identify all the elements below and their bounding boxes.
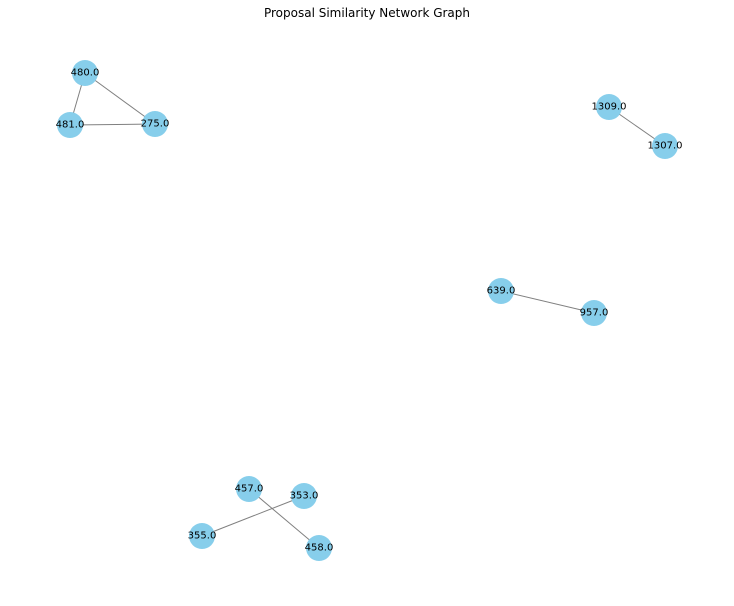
node-353.0: 353.0 [290,483,319,509]
edge-639.0-957.0 [500,290,595,314]
node-480.0: 480.0 [71,60,100,86]
node-circle [236,476,262,502]
node-label: 458.0 [305,543,334,554]
node-label: 480.0 [71,68,100,79]
edge-481.0-275.0 [69,123,156,126]
node-circle [652,133,678,159]
node-circle [57,112,83,138]
node-circle [189,523,215,549]
node-label: 957.0 [580,308,609,319]
node-481.0: 481.0 [56,112,85,138]
node-275.0: 275.0 [141,111,170,137]
node-label: 1309.0 [592,102,627,113]
graph-title: Proposal Similarity Network Graph [263,6,471,20]
node-label: 1307.0 [648,141,683,152]
node-1307.0: 1307.0 [648,133,683,159]
node-circle [596,94,622,120]
nodes-layer: 480.0 481.0 275.0 1309.0 1307.0 639.0 957.0 457… [56,60,683,561]
node-label: 639.0 [487,286,516,297]
node-355.0: 355.0 [188,523,217,549]
node-label: 481.0 [56,120,85,131]
node-circle [581,300,607,326]
node-457.0: 457.0 [235,476,264,502]
node-458.0: 458.0 [305,535,334,561]
node-1309.0: 1309.0 [592,94,627,120]
node-label: 353.0 [290,491,319,502]
node-639.0: 639.0 [487,278,516,304]
edge-353.0-355.0 [201,495,305,537]
edges-layer [69,72,666,549]
node-circle [291,483,317,509]
edge-480.0-275.0 [84,72,156,125]
node-circle [72,60,98,86]
node-957.0: 957.0 [580,300,609,326]
edge-457.0-458.0 [248,488,320,549]
node-circle [306,535,332,561]
node-circle [488,278,514,304]
node-label: 457.0 [235,484,264,495]
node-label: 275.0 [141,119,170,130]
node-label: 355.0 [188,531,217,542]
node-circle [142,111,168,137]
